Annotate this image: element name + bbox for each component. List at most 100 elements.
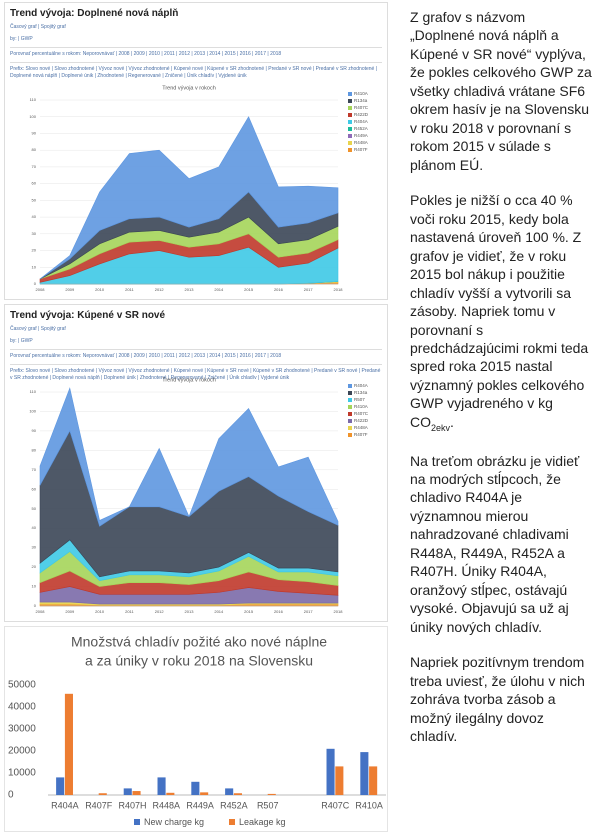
x-tick-label: 2013 [185,609,195,614]
paragraph: Napriek pozitívnym trendom treba uviesť,… [410,653,592,745]
legend-swatch [348,127,352,131]
x-tick-label: R507 [257,800,279,810]
y-tick-label: 20000 [8,746,36,757]
legend-label: R422D [354,112,369,117]
legend-label: R407F [354,432,368,437]
y-tick-label: 50000 [8,680,36,691]
bar [56,777,65,795]
paragraph: Na treťom obrázku je vidieť na modrých s… [410,452,592,637]
chart: Trend vývoja v rokoch 0 10 20 30 40 50 60 70 80 90… [29,85,369,292]
y-tick-label: 40 [32,525,37,530]
bar [369,766,378,795]
x-tick-label: 2009 [65,609,75,614]
legend-swatch [229,819,235,825]
text: Na treťom obrázku je vidieť na modrých s… [410,452,580,635]
x-tick-label: R410A [355,800,383,810]
x-tick-label: 2008 [36,287,46,292]
legend-swatch [348,426,352,430]
chart-title: Trend vývoja v rokoch [162,85,216,91]
legend-label: R407F [354,147,368,152]
bar [132,791,141,795]
bar [123,788,132,795]
chart-header: Trend vývoja: Kúpené v SR nové Časový gra… [4,304,388,390]
legend-swatch [348,113,352,117]
paragraph: Pokles je nižší o cca 40 % voči roku 201… [410,191,592,434]
area [39,116,339,280]
area [39,387,339,527]
y-tick-label: 40000 [8,702,36,713]
x-tick-label: 2018 [334,287,344,292]
y-tick-label: 0 [34,603,37,608]
x-tick-label: 2016 [274,609,284,614]
paragraph: Z grafov s názvom „Doplnené nová náplň a… [410,8,592,174]
chart-title: a za úniky v roku 2018 na Slovensku [85,653,313,669]
x-tick-label: 2010 [95,609,105,614]
x-tick-label: 2014 [214,287,224,292]
legend-swatch [348,398,352,402]
x-tick-label: 2011 [125,287,134,292]
y-tick-label: 110 [30,389,37,394]
legend-swatch [348,433,352,437]
x-tick-label: R448A [153,800,181,810]
y-tick-label: 100 [29,409,36,414]
x-tick-label: 2012 [155,287,165,292]
bar [225,788,234,795]
y-tick-label: 90 [32,428,37,433]
header-title: Trend vývoja: Doplnené nová náplň [10,8,179,19]
y-tick-label: 10 [32,584,37,589]
y-tick-label: 0 [8,790,14,801]
legend-label: R449A [354,133,368,138]
legend-swatch [348,384,352,388]
chart-title: Trend vývoja v rokoch [162,377,216,383]
legend-swatch [348,120,352,124]
text: Napriek pozitívnym trendom treba uviesť,… [410,654,585,745]
y-tick-label: 0 [34,281,37,286]
legend-label: R134a [354,98,368,103]
bar [200,792,209,795]
text: . [450,413,454,430]
chart: Množstvá chladív požité ako nové náplne a… [8,634,386,827]
legend-swatch [134,819,140,825]
legend-label: R507 [354,397,365,402]
legend-label: R407C [354,411,369,416]
text-column: Z grafov s názvom „Doplnené nová náplň a… [410,8,592,763]
legend-swatch [348,419,352,423]
x-tick-label: 2016 [274,287,284,292]
subscript: 2ekv [431,422,451,433]
legend-label: R452A [354,126,368,131]
y-tick-label: 60 [32,486,37,491]
x-tick-label: R452A [220,800,248,810]
x-tick-label: 2014 [214,609,224,614]
bar [335,766,344,795]
chart-header: Trend vývoja: Doplnené nová náplň Časový … [4,2,388,88]
bar [360,752,369,795]
y-tick-label: 30 [32,545,37,550]
legend-swatch [348,405,352,409]
legend-label: R410A [354,404,368,409]
legend-label: R448A [354,140,368,145]
legend-label: R404A [354,119,368,124]
legend-swatch [348,99,352,103]
y-tick-label: 20 [32,564,37,569]
bar [64,693,73,795]
view-links: Časový graf | Spojitý graf [10,24,66,30]
x-tick-label: 2008 [36,609,46,614]
legend-swatch [348,106,352,110]
y-tick-label: 100 [29,114,36,119]
legend-label: New charge kg [144,817,204,827]
x-tick-label: 2015 [244,609,254,614]
x-tick-label: R404A [51,800,79,810]
y-tick-label: 30 [32,231,37,236]
legend-label: R422D [354,418,369,423]
y-tick-label: 90 [32,131,37,136]
prefix-links: Prefix: Slovo nové | Slovo zhodnotené | … [10,61,382,81]
legend-label: R407C [354,105,369,110]
bar [233,793,242,795]
legend-swatch [348,412,352,416]
legend-swatch [348,391,352,395]
x-tick-label: 2015 [244,287,254,292]
x-tick-label: 2011 [125,609,134,614]
bar [157,777,166,795]
x-tick-label: R449A [186,800,214,810]
